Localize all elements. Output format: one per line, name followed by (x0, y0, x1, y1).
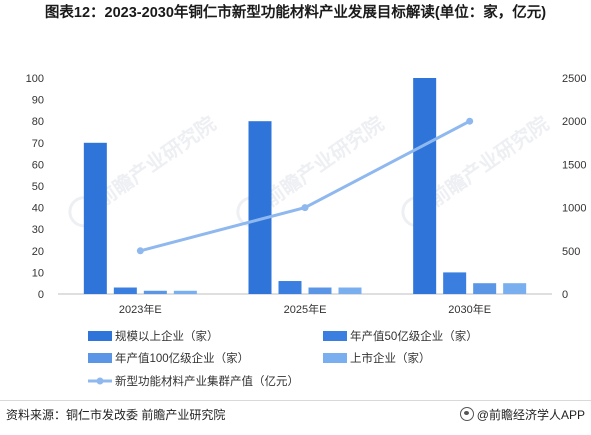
x-tick-label: 2023年E (119, 302, 162, 316)
y2-tick-label: 1000 (562, 203, 586, 215)
chart-title: 图表12：2023-2030年铜仁市新型功能材料产业发展目标解读(单位：家，亿元… (44, 5, 547, 21)
legend-line-marker (96, 377, 104, 385)
bar (278, 281, 302, 294)
line-point (301, 204, 309, 212)
legend-swatch (323, 353, 347, 363)
bar (443, 272, 467, 294)
brand-credit: @前瞻经济学人APP (459, 406, 585, 423)
y-tick-label: 40 (32, 203, 44, 215)
bar (173, 290, 197, 294)
brand-label: @前瞻经济学人APP (476, 408, 585, 422)
bar (473, 283, 497, 294)
legend-label: 新型功能材料产业集群产值（亿元） (115, 374, 299, 388)
legend-swatch (88, 353, 112, 363)
y-tick-label: 70 (32, 138, 44, 150)
legend-label: 年产值100亿级企业（家） (115, 351, 249, 365)
bar (113, 287, 137, 294)
y-tick-label: 0 (38, 289, 44, 301)
chart-canvas: 前瞻产业研究院 前瞻产业研究院 前瞻产业研究院0102030405060708090… (26, 73, 587, 388)
x-tick-label: 2030年E (448, 302, 491, 316)
watermark-text: 前瞻产业研究院 (92, 111, 220, 211)
y-tick-label: 90 (32, 95, 44, 107)
source-note: 资料来源：铜仁市发改委 前瞻产业研究院 (6, 408, 226, 422)
y2-tick-label: 500 (562, 246, 580, 258)
line-point (136, 247, 144, 255)
y-tick-label: 10 (32, 267, 44, 279)
legend-swatch (88, 331, 112, 341)
legend-label: 规模以上企业（家） (115, 329, 219, 343)
y-tick-label: 80 (32, 116, 44, 128)
legend-swatch (323, 331, 347, 341)
y-tick-label: 50 (32, 181, 44, 193)
y-tick-label: 100 (26, 73, 44, 85)
footer: 资料来源：铜仁市发改委 前瞻产业研究院 @前瞻经济学人APP (0, 400, 591, 435)
legend-label: 年产值50亿级企业（家） (350, 329, 478, 343)
x-tick-label: 2025年E (284, 302, 327, 316)
y-tick-label: 30 (32, 224, 44, 236)
y2-tick-label: 2500 (562, 73, 586, 85)
weibo-icon (459, 407, 474, 421)
footer-divider (0, 400, 591, 401)
legend-label: 上市企业（家） (350, 351, 431, 365)
y2-tick-label: 0 (562, 289, 568, 301)
line-point (466, 117, 474, 125)
watermark-text: 前瞻产业研究院 (425, 111, 553, 211)
bar (83, 142, 107, 294)
y-tick-label: 60 (32, 159, 44, 171)
bar (413, 78, 437, 294)
bar (503, 283, 527, 294)
bar (308, 287, 332, 294)
y2-tick-label: 2000 (562, 116, 586, 128)
bar (248, 121, 272, 294)
bar (338, 287, 362, 294)
bar (143, 290, 167, 294)
y-tick-label: 20 (32, 246, 44, 258)
y2-tick-label: 1500 (562, 159, 586, 171)
